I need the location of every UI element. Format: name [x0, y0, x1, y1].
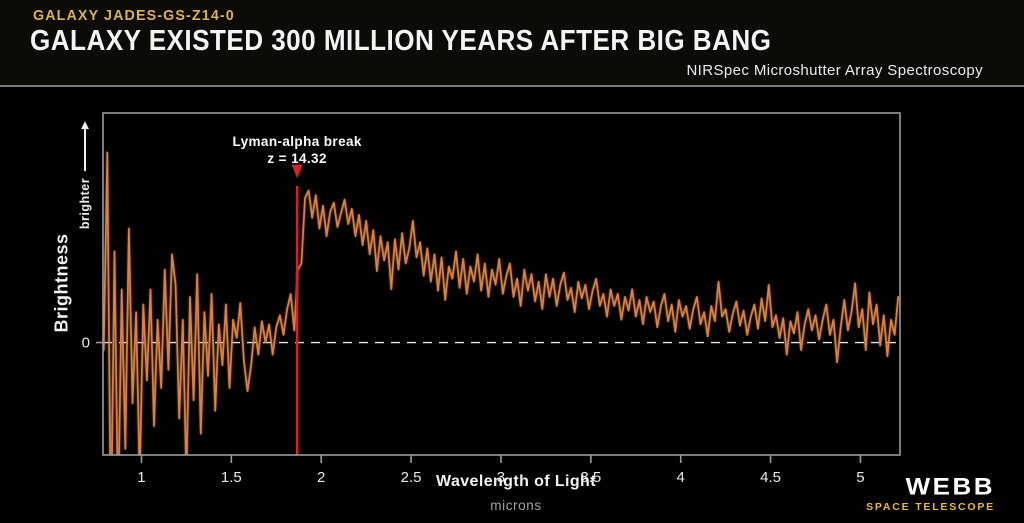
x-tick-label: 1 [137, 469, 145, 486]
lyman-break-triangle-icon [291, 164, 303, 179]
x-axis-units: microns [490, 498, 542, 513]
webb-tagline: SPACE TELESCOPE [866, 501, 995, 513]
lyman-alpha-annotation: Lyman-alpha break z = 14.32 [232, 134, 361, 168]
page-title: GALAXY EXISTED 300 MILLION YEARS AFTER B… [30, 25, 772, 57]
spectrum-plot: 0 1 1.5 2 2.5 3 3.5 4 4.5 5 [82, 112, 901, 486]
galaxy-name-label: GALAXY JADES-GS-Z14-0 [33, 7, 235, 24]
brighter-arrow-line [84, 128, 86, 171]
x-tick-label: 3 [497, 469, 505, 486]
x-tick-label: 5 [856, 469, 864, 486]
spectrum-line [103, 151, 900, 455]
brighter-label: brighter [78, 177, 92, 230]
webb-logo: WEBB SPACE TELESCOPE [866, 472, 995, 513]
x-tick-label: 3.5 [580, 469, 601, 486]
redshift-value-label: z = 14.32 [267, 150, 327, 166]
x-tick-label: 2.5 [401, 469, 422, 486]
header: GALAXY JADES-GS-Z14-0 GALAXY EXISTED 300… [0, 0, 1024, 85]
y-axis-direction-label: brighter [78, 120, 92, 230]
webb-wordmark: WEBB [905, 472, 995, 500]
instrument-label: NIRSpec Microshutter Array Spectroscopy [686, 62, 983, 79]
x-axis-title: Wavelength of Light [436, 473, 596, 490]
x-tick-label: 1.5 [221, 469, 242, 486]
lyman-alpha-annotation-title: Lyman-alpha break [232, 134, 362, 149]
x-tick-label: 4.5 [760, 469, 781, 486]
chart-area: 0 1 1.5 2 2.5 3 3.5 4 4.5 5 Brightness brighter L… [0, 87, 1024, 523]
brighter-arrow-icon [81, 120, 89, 129]
header-divider [0, 85, 1024, 87]
x-tick-label: 4 [677, 469, 685, 486]
y-zero-label: 0 [82, 335, 90, 352]
x-tick-label: 2 [317, 469, 325, 486]
y-axis-title: Brightness [51, 233, 72, 333]
